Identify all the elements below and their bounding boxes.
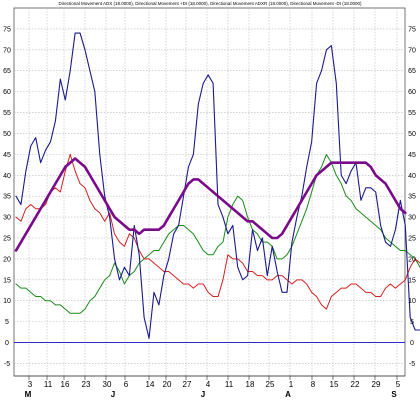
series-line-0	[15, 32, 420, 339]
y-tick-right: 55	[408, 110, 416, 117]
x-tick-label: 4	[206, 380, 211, 389]
y-tick-left: 20	[3, 256, 11, 263]
x-tick-label: 11	[225, 380, 234, 389]
x-tick-label: 3	[28, 380, 33, 389]
y-tick-right: 0	[410, 340, 414, 347]
x-tick-label: 11	[44, 380, 53, 389]
x-tick-label: 1	[289, 380, 294, 389]
y-tick-left: 15	[3, 277, 11, 284]
y-tick-left: 40	[3, 173, 11, 180]
month-label: M	[25, 390, 32, 399]
y-tick-left: 70	[3, 47, 11, 54]
x-tick-label: 6	[124, 380, 129, 389]
y-tick-right: 65	[408, 68, 416, 75]
series-line-3	[14, 157, 407, 252]
x-tick-label: 14	[146, 380, 155, 389]
y-tick-left: 25	[3, 236, 11, 243]
y-tick-left: 65	[3, 68, 11, 75]
y-axis-right: -5 0 5 10 15 20 25 30 35 40 45 50 55 60 65 70 75	[408, 26, 416, 368]
x-tick-label: 23	[82, 380, 91, 389]
month-label: A	[285, 390, 291, 399]
y-tick-left: 5	[5, 319, 9, 326]
x-axis: 3 11 16 23 30 6 14 20 27 4 11 18 25 1 8 15 22 29 5	[28, 376, 401, 389]
grid-layer	[14, 8, 405, 376]
x-tick-label: 29	[372, 380, 381, 389]
y-tick-right: 30	[408, 215, 416, 222]
x-tick-label: 25	[266, 380, 275, 389]
x-tick-label: 18	[246, 380, 255, 389]
series-line-2	[15, 153, 420, 314]
x-tick-label: 16	[61, 380, 70, 389]
y-tick-left: 60	[3, 89, 11, 96]
series-line-1	[15, 153, 420, 310]
y-tick-left: 45	[3, 152, 11, 159]
month-label: S	[391, 390, 397, 399]
chart-title: Directional Movement ADX (18.0000), Dire…	[58, 1, 362, 6]
y-tick-left: 10	[3, 298, 11, 305]
x-tick-label: 20	[163, 380, 172, 389]
y-tick-right: 35	[408, 194, 416, 201]
series-layer	[14, 32, 420, 339]
y-tick-left: 75	[3, 26, 11, 33]
y-tick-left: 35	[3, 194, 11, 201]
y-tick-right: -5	[409, 361, 415, 368]
x-tick-label: 15	[330, 380, 339, 389]
y-tick-right: 70	[408, 47, 416, 54]
y-tick-right: 25	[408, 236, 416, 243]
x-tick-label: 5	[396, 380, 401, 389]
y-tick-left: 55	[3, 110, 11, 117]
x-tick-label: 8	[311, 380, 316, 389]
y-tick-right: 10	[408, 298, 416, 305]
y-tick-left: 30	[3, 215, 11, 222]
x-tick-label: 22	[351, 380, 360, 389]
y-tick-right: 40	[408, 173, 416, 180]
x-tick-label: 27	[183, 380, 192, 389]
y-tick-right: 75	[408, 26, 416, 33]
y-tick-right: 60	[408, 89, 416, 96]
y-tick-right: 45	[408, 152, 416, 159]
x-tick-label: 30	[103, 380, 112, 389]
y-tick-left: -5	[4, 361, 10, 368]
month-label: J	[201, 390, 205, 399]
y-tick-right: 20	[408, 256, 416, 263]
month-label: J	[111, 390, 115, 399]
y-tick-left: 0	[5, 340, 9, 347]
y-axis-left: -5 0 5 10 15 20 25 30 35 40 45 50 55 60 65 70 75	[3, 26, 11, 368]
y-tick-right: 5	[410, 319, 414, 326]
y-tick-right: 15	[408, 277, 416, 284]
y-tick-left: 50	[3, 131, 11, 138]
y-tick-right: 50	[408, 131, 416, 138]
